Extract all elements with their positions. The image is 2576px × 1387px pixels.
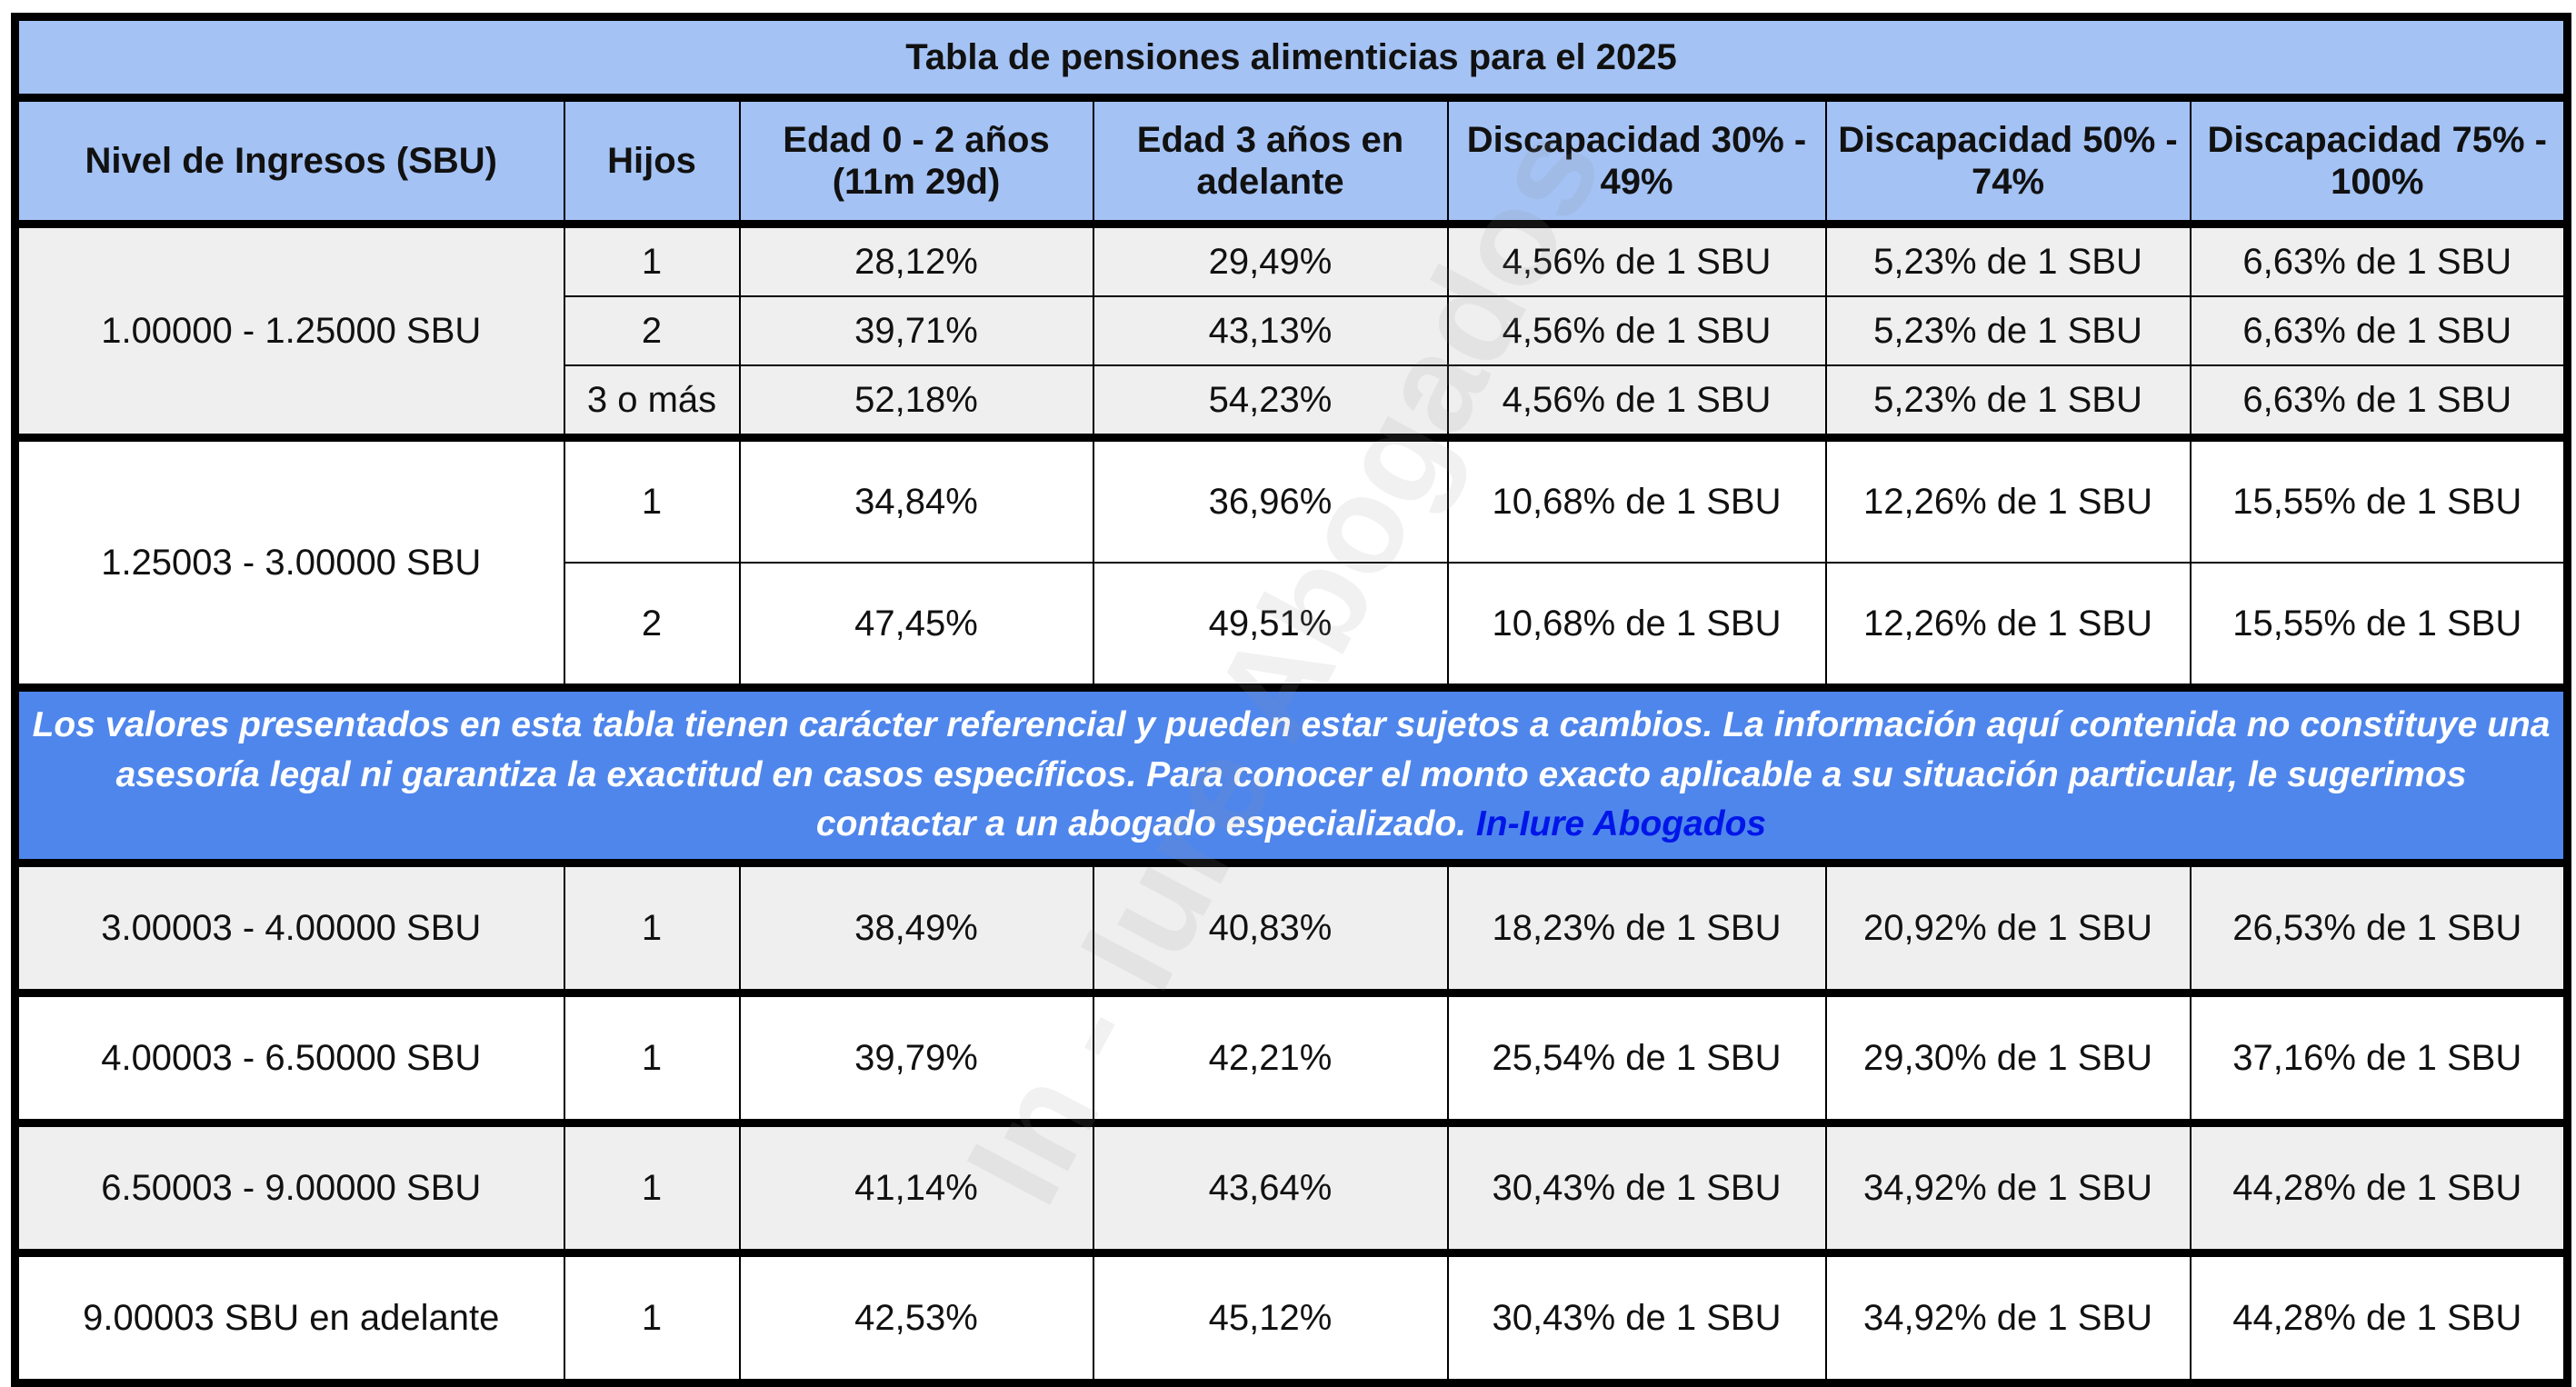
table-cell: 1 [563, 1119, 741, 1254]
table-row: 1.25003 - 3.00000 SBU 1 34,84% 36,96% 10,68%… [14, 434, 2569, 689]
table-cell: 30,43% de 1 SBU [1446, 1119, 1827, 1254]
table-cell: 28,12% [738, 220, 1094, 297]
table-cell: 1.25003 - 3.00000 SBU [14, 434, 565, 689]
column-header: Discapacidad 30% - 49% [1446, 94, 1827, 225]
table-cell: 4,56% de 1 SBU [1446, 364, 1827, 439]
column-header: Hijos [563, 94, 741, 225]
table-cell: 34,92% de 1 SBU [1824, 1249, 2192, 1384]
disclaimer-row: Los valores presentados en esta tabla ti… [14, 684, 2569, 864]
table-cell: 38,49% [738, 859, 1094, 994]
table-cell: 34,84% [738, 434, 1094, 564]
column-header: Edad 3 años en adelante [1092, 94, 1449, 225]
table-cell: 6,63% de 1 SBU [2189, 220, 2569, 297]
table-cell: 34,92% de 1 SBU [1824, 1119, 2192, 1254]
table-title: Tabla de pensiones alimenticias para el … [14, 15, 2569, 99]
table-cell: 1 [563, 1249, 741, 1384]
table-cell: 10,68% de 1 SBU [1446, 562, 1827, 689]
table-cell: 37,16% de 1 SBU [2189, 989, 2569, 1124]
table-cell: 15,55% de 1 SBU [2189, 562, 2569, 689]
table-cell: 2 [563, 562, 741, 689]
table-cell: 30,43% de 1 SBU [1446, 1249, 1827, 1384]
table-cell: 3 o más [563, 364, 741, 439]
column-header: Edad 0 - 2 años (11m 29d) [738, 94, 1094, 225]
table-row: 2 39,71% 43,13% 4,56% de 1 SBU 5,23% de 1 SB… [15, 295, 2569, 366]
table-cell: 4.00003 - 6.50000 SBU [14, 989, 565, 1124]
table-cell: 45,12% [1092, 1249, 1449, 1384]
table-cell: 18,23% de 1 SBU [1446, 859, 1827, 994]
brand-name: In-Iure Abogados [1475, 804, 1767, 844]
table-cell: 6.50003 - 9.00000 SBU [14, 1119, 565, 1254]
table-cell: 1 [563, 989, 741, 1124]
table-cell: 10,68% de 1 SBU [1446, 434, 1827, 564]
table-cell: 29,49% [1092, 220, 1449, 297]
table-cell: 2 [563, 295, 741, 366]
table-cell: 52,18% [738, 364, 1094, 439]
table-cell: 26,53% de 1 SBU [2189, 859, 2569, 994]
table-cell: 20,92% de 1 SBU [1824, 859, 2192, 994]
table-cell: 41,14% [738, 1119, 1094, 1254]
table-cell: 4,56% de 1 SBU [1446, 220, 1827, 297]
table-cell: 43,64% [1092, 1119, 1449, 1254]
disclaimer: Los valores presentados en esta tabla ti… [14, 684, 2569, 864]
table-cell: 15,55% de 1 SBU [2189, 434, 2569, 564]
table-cell: 1 [563, 434, 741, 564]
table-cell: 39,71% [738, 295, 1094, 366]
table-cell: 1.00000 - 1.25000 SBU [14, 220, 565, 439]
table-cell: 1 [563, 220, 741, 297]
column-header: Discapacidad 75% - 100% [2189, 94, 2569, 225]
table-cell: 36,96% [1092, 434, 1449, 564]
table-cell: 44,28% de 1 SBU [2189, 1119, 2569, 1254]
table-cell: 25,54% de 1 SBU [1446, 989, 1827, 1124]
column-header: Discapacidad 50% - 74% [1824, 94, 2192, 225]
table-row: 3.00003 - 4.00000 SBU 1 38,49% 40,83% 18,23%… [14, 859, 2569, 994]
table-cell: 9.00003 SBU en adelante [14, 1249, 565, 1384]
table-row: 6.50003 - 9.00000 SBU 1 41,14% 43,64% 30,43%… [14, 1119, 2569, 1254]
table-row: 4.00003 - 6.50000 SBU 1 39,79% 42,21% 25,54%… [14, 989, 2569, 1124]
table-cell: 6,63% de 1 SBU [2189, 364, 2569, 439]
disclaimer-text: Los valores presentados en esta tabla ti… [32, 705, 2551, 844]
table-cell: 54,23% [1092, 364, 1449, 439]
table-cell: 4,56% de 1 SBU [1446, 295, 1827, 366]
table-cell: 1 [563, 859, 741, 994]
table-cell: 40,83% [1092, 859, 1449, 994]
pension-table: Tabla de pensiones alimenticias para el … [11, 13, 2572, 1387]
table-cell: 42,53% [738, 1249, 1094, 1384]
table-cell: 29,30% de 1 SBU [1824, 989, 2192, 1124]
table-cell: 39,79% [738, 989, 1094, 1124]
table-cell: 5,23% de 1 SBU [1824, 220, 2192, 297]
table-cell: 47,45% [738, 562, 1094, 689]
table-row: 9.00003 SBU en adelante 1 42,53% 45,12% 30,4… [14, 1249, 2569, 1384]
table-cell: 49,51% [1092, 562, 1449, 689]
table-cell: 12,26% de 1 SBU [1824, 562, 2192, 689]
table-cell: 5,23% de 1 SBU [1824, 295, 2192, 366]
table-cell: 42,21% [1092, 989, 1449, 1124]
table-cell: 43,13% [1092, 295, 1449, 366]
table-cell: 5,23% de 1 SBU [1824, 364, 2192, 439]
table-cell: 44,28% de 1 SBU [2189, 1249, 2569, 1384]
table-cell: 12,26% de 1 SBU [1824, 434, 2192, 564]
table-cell: 6,63% de 1 SBU [2189, 295, 2569, 366]
column-header: Nivel de Ingresos (SBU) [14, 94, 565, 225]
table-cell: 3.00003 - 4.00000 SBU [14, 859, 565, 994]
table-row: 1.00000 - 1.25000 SBU 1 28,12% 29,49% 4,56% … [14, 220, 2569, 439]
